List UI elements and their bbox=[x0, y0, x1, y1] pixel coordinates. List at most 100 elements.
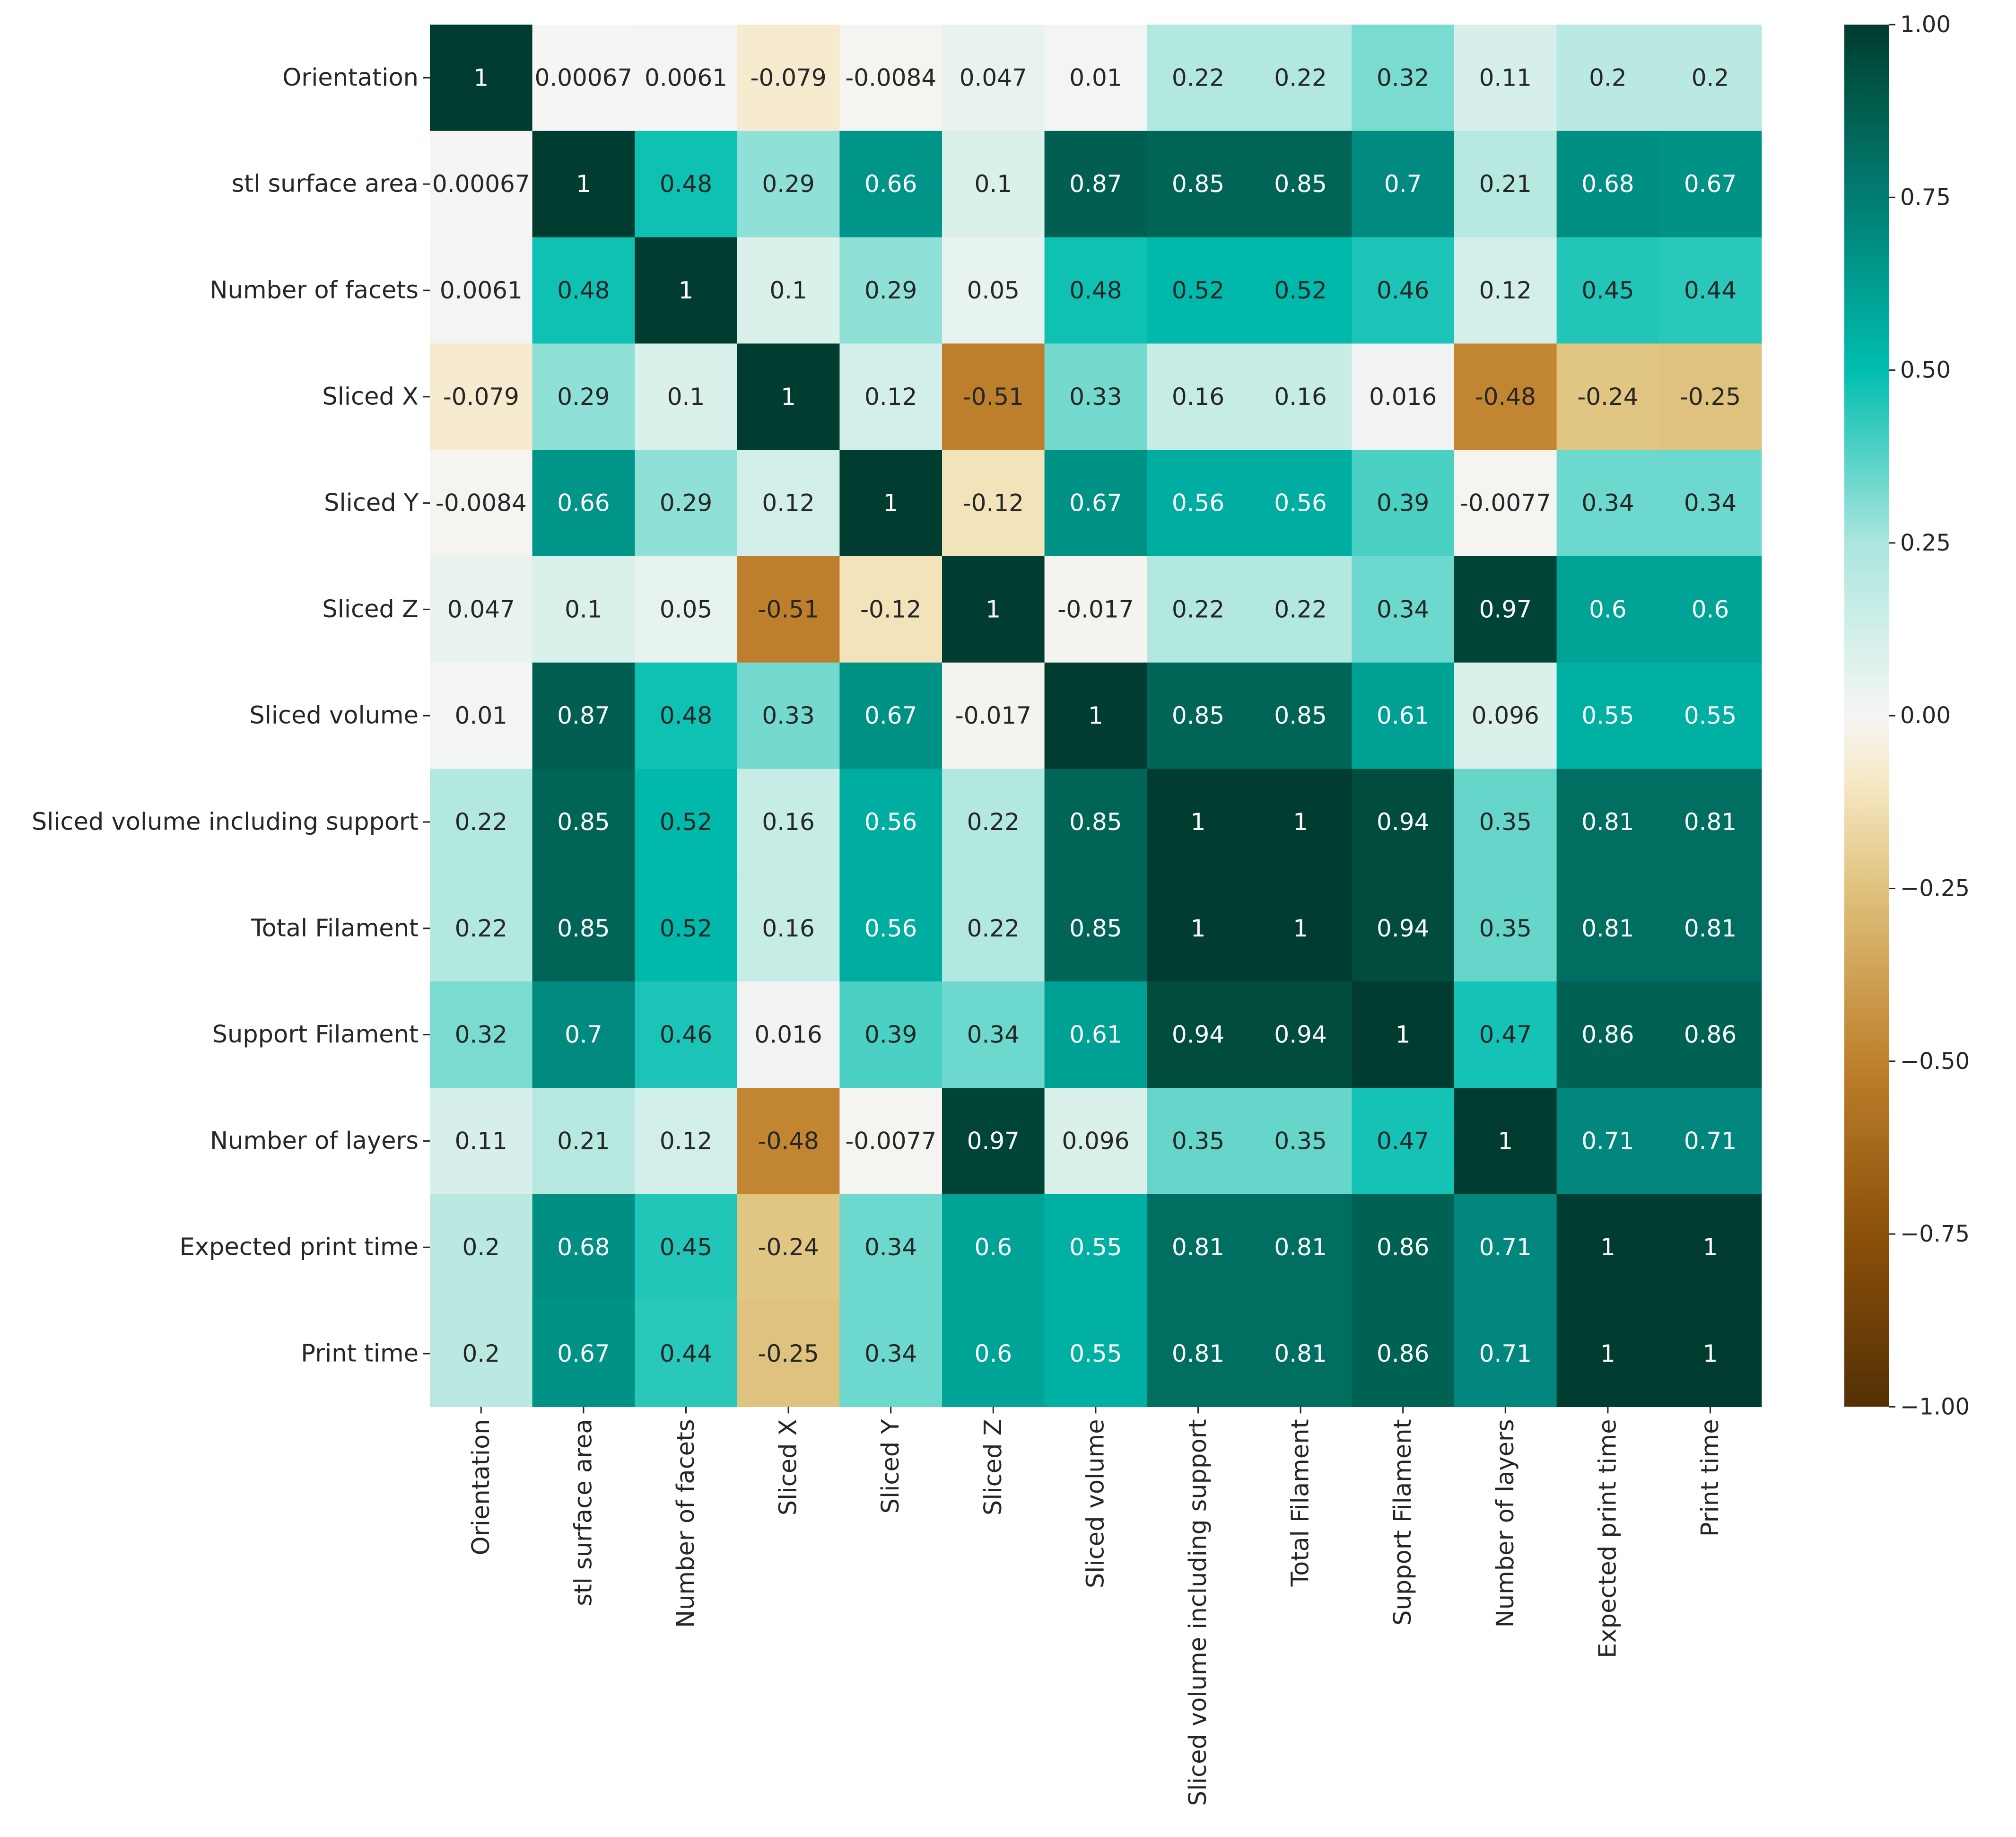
cell-value-label: 0.68 bbox=[557, 1233, 610, 1261]
heatmap-cell bbox=[1147, 981, 1250, 1088]
colorbar: 1.00 0.75 0.50 0.25 0.00 −0.25 −0.50 −0.75 −1.00 bbox=[1844, 11, 1970, 1420]
cell-value-label: -0.0084 bbox=[436, 490, 527, 517]
cell-value-label: 0.85 bbox=[1274, 702, 1327, 729]
y-tick-label: Total Filament bbox=[251, 914, 419, 942]
heatmap-cell bbox=[1659, 981, 1762, 1088]
heatmap-cell bbox=[1454, 662, 1557, 770]
cell-value-label: 0.71 bbox=[1479, 1340, 1532, 1367]
cell-value-label: 1 bbox=[1600, 1233, 1615, 1261]
heatmap-cell bbox=[532, 769, 635, 875]
heatmap-cell bbox=[1556, 1300, 1659, 1407]
heatmap-cell bbox=[1352, 237, 1455, 344]
heatmap-cell bbox=[737, 1088, 840, 1195]
cell-value-label: 0.81 bbox=[1274, 1233, 1327, 1261]
y-tick-label: Sliced X bbox=[322, 383, 419, 411]
heatmap-cell bbox=[1147, 25, 1250, 131]
cell-value-label: 0.56 bbox=[864, 808, 917, 836]
y-tick-label: Expected print time bbox=[180, 1233, 419, 1261]
cell-value-label: 0.66 bbox=[864, 170, 917, 198]
cell-value-label: 0.34 bbox=[1684, 490, 1737, 517]
heatmap-cell bbox=[1249, 556, 1352, 663]
cell-value-label: 0.29 bbox=[762, 170, 814, 198]
cell-value-label: 0.01 bbox=[455, 702, 507, 729]
heatmap-cell bbox=[839, 343, 943, 450]
heatmap-cell bbox=[942, 450, 1045, 557]
heatmap-cell bbox=[737, 875, 840, 982]
heatmap-cell bbox=[839, 25, 943, 131]
cell-value-label: 0.35 bbox=[1172, 1127, 1224, 1155]
heatmap-cell bbox=[1659, 1300, 1762, 1407]
cell-value-label: 0.34 bbox=[1377, 595, 1429, 623]
y-tick-label: stl surface area bbox=[232, 170, 419, 198]
cell-value-label: 0.48 bbox=[557, 277, 610, 304]
heatmap-cell bbox=[1659, 769, 1762, 875]
cell-value-label: 0.05 bbox=[967, 277, 1020, 304]
cell-value-label: 0.85 bbox=[1172, 702, 1224, 729]
cell-value-label: 0.33 bbox=[1069, 383, 1122, 411]
heatmap-cell bbox=[430, 875, 533, 982]
cell-value-label: -0.51 bbox=[758, 595, 819, 623]
cell-value-label: -0.24 bbox=[758, 1233, 819, 1261]
cell-value-label: 0.7 bbox=[1384, 170, 1422, 198]
heatmap-cell bbox=[635, 131, 738, 238]
x-tick-label: Sliced Y bbox=[877, 1419, 905, 1514]
cell-value-label: -0.25 bbox=[758, 1340, 819, 1367]
heatmap-cell bbox=[1352, 450, 1455, 557]
cell-value-label: 0.55 bbox=[1069, 1340, 1122, 1367]
cell-value-label: 0.94 bbox=[1274, 1021, 1327, 1049]
colorbar-tick-label: 0.00 bbox=[1900, 702, 1951, 729]
heatmap-cell bbox=[1659, 662, 1762, 770]
cell-value-label: 0.05 bbox=[660, 595, 712, 623]
cell-value-label: 0.52 bbox=[1274, 277, 1327, 304]
heatmap-cell bbox=[942, 131, 1045, 238]
colorbar-tick-label: −0.75 bbox=[1900, 1221, 1970, 1247]
heatmap-cell bbox=[942, 1300, 1045, 1407]
cell-value-label: 0.16 bbox=[1172, 383, 1224, 411]
colorbar-tick-label: −0.50 bbox=[1900, 1048, 1970, 1075]
heatmap-cell bbox=[635, 1088, 738, 1195]
heatmap-cell bbox=[1249, 875, 1352, 982]
cell-value-label: -0.24 bbox=[1577, 383, 1638, 411]
heatmap-cell bbox=[1454, 237, 1557, 344]
heatmap-cell bbox=[1044, 1194, 1147, 1301]
heatmap-cell bbox=[1352, 1194, 1455, 1301]
cell-value-label: 0.81 bbox=[1581, 808, 1634, 836]
heatmap-cell bbox=[1454, 875, 1557, 982]
y-tick-label: Number of facets bbox=[209, 277, 419, 305]
heatmap-annotations: 1 0.00067 0.0061 -0.079 -0.0084 0.047 0.01 0.22… bbox=[432, 64, 1741, 1367]
heatmap-cell bbox=[532, 1194, 635, 1301]
cell-value-label: 0.71 bbox=[1581, 1127, 1634, 1155]
heatmap-cell bbox=[1352, 131, 1455, 238]
y-tick-label: Sliced volume bbox=[249, 702, 419, 730]
cell-value-label: 0.12 bbox=[762, 490, 814, 517]
cell-value-label: 0.1 bbox=[667, 383, 705, 411]
cell-value-label: 0.48 bbox=[1069, 277, 1122, 304]
heatmap-cell bbox=[1352, 25, 1455, 131]
heatmap-cell bbox=[1659, 1088, 1762, 1195]
heatmap-cell bbox=[1044, 769, 1147, 875]
heatmap-cell bbox=[1659, 450, 1762, 557]
heatmap-cell bbox=[635, 875, 738, 982]
cell-value-label: 0.29 bbox=[557, 383, 610, 411]
cell-value-label: 0.22 bbox=[455, 808, 507, 836]
cell-value-label: 1 bbox=[473, 64, 489, 91]
cell-value-label: 0.85 bbox=[557, 808, 610, 836]
heatmap-cell bbox=[1249, 131, 1352, 238]
cell-value-label: -0.0084 bbox=[845, 64, 936, 91]
heatmap-cell bbox=[1147, 1300, 1250, 1407]
cell-value-label: 1 bbox=[1293, 808, 1308, 836]
heatmap-cell bbox=[1556, 556, 1659, 663]
cell-value-label: -0.0077 bbox=[1460, 490, 1551, 517]
heatmap-cell bbox=[1556, 343, 1659, 450]
x-tick-label: Sliced volume including support bbox=[1184, 1419, 1212, 1806]
heatmap-cell bbox=[635, 556, 738, 663]
cell-value-label: 0.52 bbox=[660, 808, 712, 836]
heatmap-cell bbox=[430, 343, 533, 450]
cell-value-label: 0.46 bbox=[660, 1021, 712, 1049]
x-tick-label: Support Filament bbox=[1389, 1419, 1417, 1625]
cell-value-label: 0.32 bbox=[455, 1021, 507, 1049]
cell-value-label: 0.71 bbox=[1479, 1233, 1532, 1261]
heatmap-cell bbox=[532, 556, 635, 663]
x-tick-label: Number of facets bbox=[672, 1419, 700, 1628]
heatmap-cell bbox=[942, 981, 1045, 1088]
